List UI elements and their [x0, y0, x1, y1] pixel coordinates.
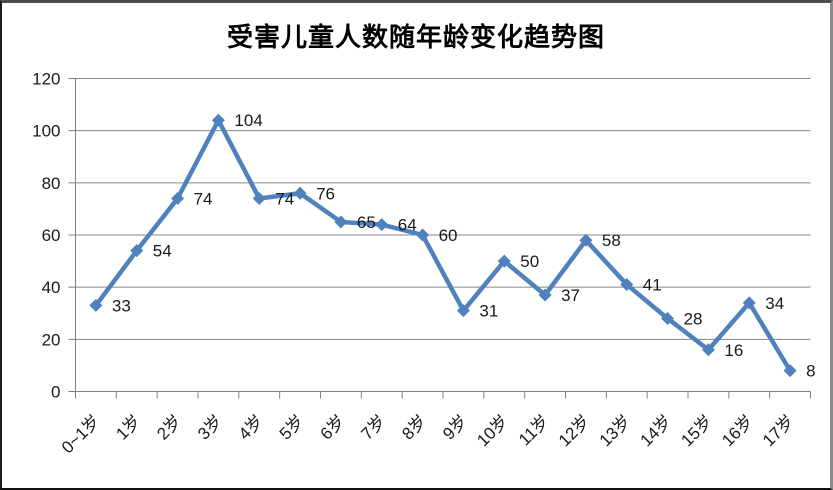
y-tick-label: 0 [51, 383, 60, 402]
data-point-marker [620, 278, 634, 292]
data-point-marker [171, 191, 185, 205]
y-tick-label: 20 [42, 330, 61, 349]
x-tick-label: 3岁 [194, 411, 226, 443]
data-label: 65 [357, 213, 376, 232]
y-tick-label: 100 [32, 122, 60, 141]
data-point-marker [742, 296, 756, 310]
x-tick-label: 16岁 [718, 411, 757, 450]
data-point-marker [416, 228, 430, 242]
data-point-marker [252, 191, 266, 205]
x-tick-label: 0~1岁 [58, 411, 104, 457]
data-label: 74 [275, 189, 294, 208]
x-tick-label: 5岁 [276, 411, 308, 443]
data-point-marker [293, 186, 307, 200]
data-label: 33 [112, 296, 131, 315]
data-label: 58 [602, 231, 621, 250]
data-label: 34 [765, 294, 784, 313]
data-point-marker [579, 233, 593, 247]
x-tick-label: 4岁 [235, 411, 267, 443]
data-point-marker [497, 254, 511, 268]
x-tick-label: 17岁 [759, 411, 798, 450]
x-tick-label: 2岁 [153, 411, 185, 443]
data-label: 60 [439, 226, 458, 245]
x-tick-label: 9岁 [439, 411, 471, 443]
data-point-marker [375, 218, 389, 232]
data-point-marker [334, 215, 348, 229]
data-point-marker [701, 343, 715, 357]
x-tick-label: 1岁 [112, 411, 144, 443]
data-point-marker [783, 364, 797, 378]
data-label: 74 [194, 189, 213, 208]
data-label: 76 [316, 184, 335, 203]
data-point-marker [130, 244, 144, 258]
data-label: 28 [684, 309, 703, 328]
data-label: 41 [643, 276, 662, 295]
x-tick-label: 15岁 [677, 411, 716, 450]
x-tick-label: 6岁 [317, 411, 349, 443]
x-tick-label: 13岁 [596, 411, 635, 450]
x-tick-label: 10岁 [473, 411, 512, 450]
y-tick-label: 60 [42, 226, 61, 245]
data-label: 37 [561, 286, 580, 305]
data-point-marker [538, 288, 552, 302]
data-label: 54 [153, 242, 172, 261]
data-label: 16 [724, 341, 743, 360]
x-tick-label: 14岁 [637, 411, 676, 450]
y-tick-label: 40 [42, 278, 61, 297]
line-chart-plot: 0 20 40 60 80 100 120 0~1岁 1岁 2岁 3岁 4岁 5岁 6岁 7岁 8岁 9岁 10岁… [32, 70, 815, 458]
data-label: 31 [479, 302, 498, 321]
data-label: 50 [520, 252, 539, 271]
data-point-marker [211, 113, 225, 127]
data-label: 104 [234, 111, 262, 130]
x-tick-label: 8岁 [398, 411, 430, 443]
chart-title: 受害儿童人数随年龄变化趋势图 [226, 23, 605, 53]
y-tick-label: 80 [42, 174, 61, 193]
x-tick-label: 7岁 [357, 411, 389, 443]
data-label: 8 [806, 362, 815, 381]
data-point-marker [89, 298, 103, 312]
data-point-marker [456, 304, 470, 318]
x-tick-label: 11岁 [515, 411, 553, 449]
data-label: 64 [398, 216, 417, 235]
trend-line [93, 117, 793, 373]
x-tick-label: 12岁 [555, 411, 594, 450]
y-tick-label: 120 [32, 70, 60, 89]
data-point-marker [661, 311, 675, 325]
